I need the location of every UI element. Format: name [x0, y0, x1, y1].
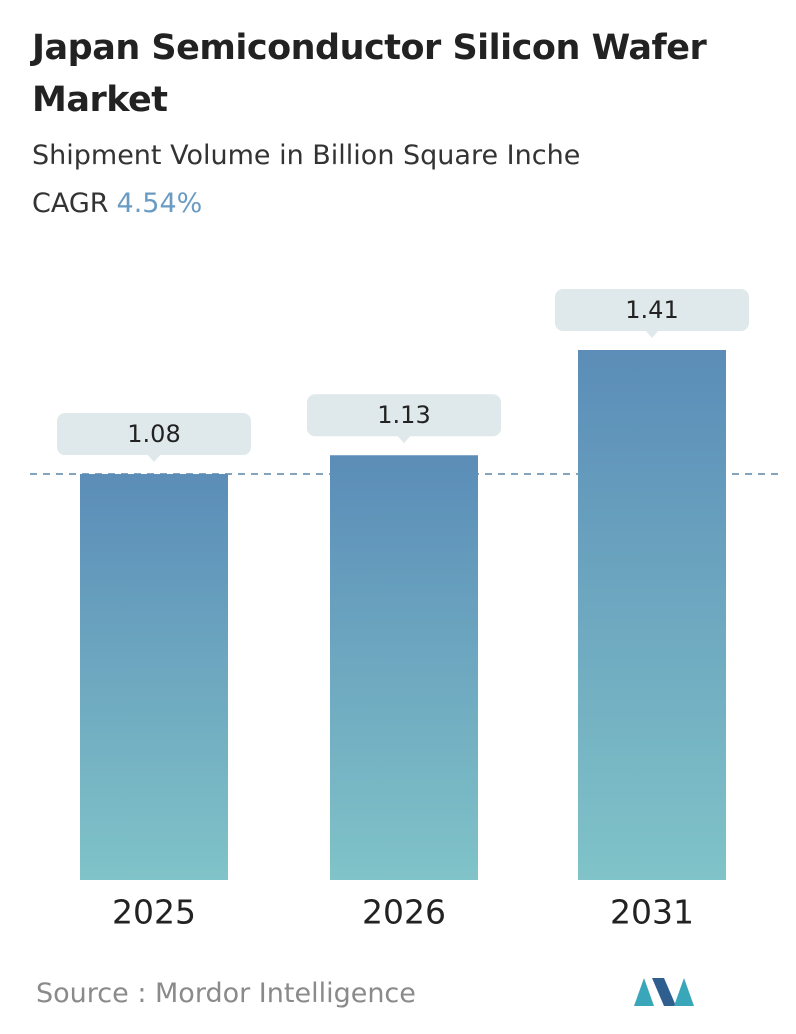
value-label-pointer	[397, 435, 411, 444]
cagr-label: CAGR	[32, 188, 109, 219]
x-tick-label: 2026	[362, 893, 446, 932]
x-tick-label: 2031	[610, 893, 694, 932]
cagr: CAGR 4.54%	[32, 188, 202, 219]
x-tick-label: 2025	[112, 893, 196, 932]
logo	[634, 978, 694, 1006]
logo-shape	[652, 978, 676, 1006]
chart-subtitle: Shipment Volume in Billion Square Inche	[32, 140, 581, 171]
value-label: 1.08	[127, 420, 180, 448]
value-label-pointer	[147, 454, 161, 463]
source-label: Source :	[36, 978, 147, 1009]
value-label-box	[307, 394, 501, 437]
bar	[330, 455, 478, 880]
chart-title: Japan Semiconductor Silicon Wafer Market	[32, 28, 707, 120]
value-label: 1.41	[625, 296, 678, 324]
value-label-box	[555, 289, 749, 331]
bar	[578, 350, 726, 880]
logo-shape	[674, 978, 694, 1006]
logo-shape	[634, 978, 654, 1006]
cagr-value: 4.54%	[116, 188, 203, 219]
source: Source : Mordor Intelligence	[36, 978, 416, 1009]
value-label-box	[57, 413, 251, 456]
value-label: 1.13	[377, 401, 430, 429]
bar	[80, 474, 228, 880]
chart: 1.08 2025 1.13 2026 1.41 2031	[30, 289, 780, 932]
source-name: Mordor Intelligence	[155, 978, 416, 1009]
value-label-pointer	[645, 330, 659, 338]
